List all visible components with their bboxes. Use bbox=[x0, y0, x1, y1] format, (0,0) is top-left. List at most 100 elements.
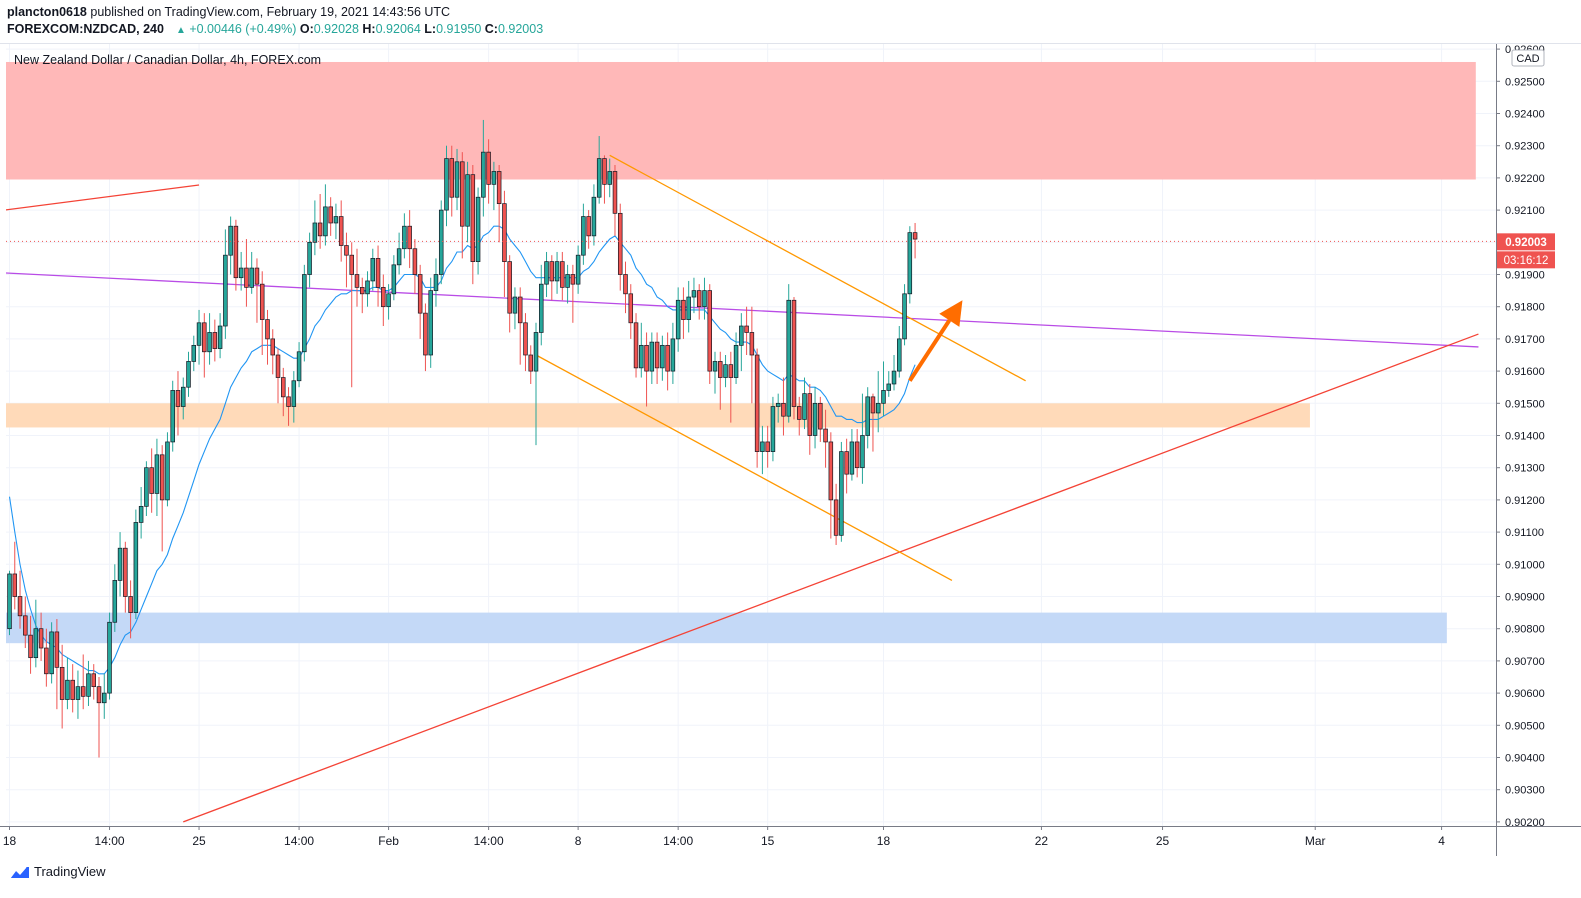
candle-body bbox=[686, 296, 691, 320]
candle bbox=[102, 673, 107, 719]
candle-body bbox=[770, 406, 776, 452]
candle bbox=[639, 322, 644, 378]
candle-body bbox=[302, 274, 307, 353]
candle-body bbox=[596, 158, 602, 198]
candle bbox=[417, 264, 423, 339]
candle bbox=[786, 284, 791, 423]
candle-body bbox=[223, 254, 228, 327]
candle-body bbox=[833, 499, 839, 536]
candle bbox=[902, 284, 907, 346]
candle-body bbox=[507, 261, 512, 314]
countdown-tag bbox=[1497, 251, 1555, 269]
candle-body bbox=[180, 386, 186, 407]
candle bbox=[217, 313, 223, 359]
candle bbox=[644, 332, 649, 407]
footer: TradingView bbox=[8, 864, 106, 879]
candle bbox=[554, 251, 560, 294]
candle-body bbox=[333, 216, 339, 224]
y-tick-label: 0.92300 bbox=[1505, 141, 1545, 153]
candle-body bbox=[44, 647, 49, 675]
candle-body bbox=[639, 344, 644, 369]
candle bbox=[196, 309, 202, 365]
y-tick-label: 0.91100 bbox=[1505, 527, 1544, 539]
candle bbox=[265, 309, 270, 365]
candle bbox=[312, 200, 318, 256]
candle bbox=[180, 377, 186, 420]
candle-body bbox=[781, 402, 786, 417]
candle bbox=[328, 197, 333, 236]
y-tick-label: 0.91300 bbox=[1505, 463, 1545, 475]
candle bbox=[275, 348, 281, 404]
x-tick-label: 14:00 bbox=[474, 834, 504, 848]
candle bbox=[291, 371, 297, 423]
candle bbox=[591, 184, 597, 246]
candle bbox=[449, 145, 455, 217]
candle-body bbox=[786, 299, 791, 417]
forecast-arrow-head bbox=[939, 300, 963, 327]
candle bbox=[491, 161, 497, 211]
candle-body bbox=[739, 325, 744, 346]
candle bbox=[654, 332, 660, 384]
candle-body bbox=[91, 673, 96, 688]
candle bbox=[454, 148, 460, 211]
candle-body bbox=[228, 225, 233, 256]
y-tick-label: 0.91900 bbox=[1505, 270, 1545, 282]
candle-body bbox=[165, 441, 170, 501]
candle-body bbox=[354, 274, 360, 288]
candle bbox=[839, 441, 844, 542]
candle bbox=[123, 541, 128, 613]
candle bbox=[12, 541, 18, 610]
candle-body bbox=[28, 634, 33, 659]
change-value: +0.00446 (+0.49%) bbox=[189, 22, 297, 36]
candle bbox=[65, 657, 70, 710]
candle-body bbox=[517, 296, 523, 324]
candle bbox=[544, 251, 549, 298]
candle-body bbox=[486, 151, 491, 185]
candle bbox=[444, 145, 449, 227]
x-tick-label: 22 bbox=[1035, 834, 1049, 848]
candle bbox=[865, 387, 870, 449]
candle-body bbox=[233, 225, 239, 279]
candle bbox=[833, 483, 839, 545]
candle bbox=[486, 139, 491, 204]
candle-body bbox=[296, 351, 302, 382]
candle-body bbox=[475, 196, 481, 262]
candle bbox=[460, 152, 465, 259]
candle bbox=[560, 251, 565, 301]
candle bbox=[175, 371, 181, 436]
symbol-label[interactable]: FOREXCOM:NZDCAD, 240 bbox=[7, 22, 164, 36]
candle bbox=[138, 487, 144, 539]
candle bbox=[233, 219, 239, 291]
candle-body bbox=[591, 196, 597, 237]
y-tick-label: 0.91700 bbox=[1505, 334, 1545, 346]
candle-body bbox=[412, 248, 418, 275]
candle bbox=[791, 297, 797, 420]
candle bbox=[760, 425, 765, 475]
candle bbox=[675, 287, 681, 352]
candle bbox=[338, 200, 344, 262]
candle bbox=[528, 345, 533, 384]
candle bbox=[402, 213, 407, 259]
candle-body bbox=[338, 216, 344, 246]
candle-body bbox=[465, 174, 470, 227]
brand-name[interactable]: TradingView bbox=[34, 864, 106, 879]
candle bbox=[238, 251, 244, 291]
candle-body bbox=[170, 390, 175, 443]
candle-body bbox=[65, 679, 70, 700]
candle bbox=[770, 396, 776, 462]
candle-body bbox=[818, 402, 823, 430]
candle-body bbox=[117, 547, 123, 581]
candle bbox=[281, 367, 286, 417]
author-name[interactable]: plancton0618 bbox=[7, 5, 87, 19]
candle bbox=[354, 248, 360, 307]
candle-body bbox=[291, 380, 297, 407]
candle bbox=[849, 429, 855, 481]
candle-body bbox=[828, 441, 834, 501]
y-tick-label: 0.91600 bbox=[1505, 366, 1545, 378]
candle-body bbox=[549, 261, 555, 282]
candle bbox=[244, 239, 249, 307]
tradingview-logo-icon bbox=[8, 865, 30, 879]
candle-body bbox=[523, 322, 528, 356]
candle-body bbox=[75, 686, 81, 700]
